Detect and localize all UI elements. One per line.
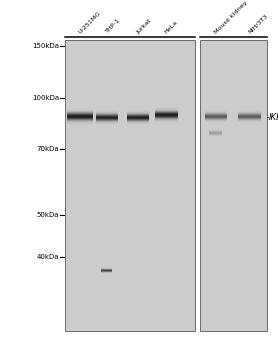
- Text: 100kDa: 100kDa: [32, 95, 59, 101]
- Text: 150kDa: 150kDa: [32, 42, 59, 49]
- Bar: [65, 40, 195, 331]
- Text: 40kDa: 40kDa: [36, 254, 59, 260]
- Text: 70kDa: 70kDa: [36, 146, 59, 152]
- Text: 50kDa: 50kDa: [36, 212, 59, 218]
- Text: U-251MG: U-251MG: [77, 10, 102, 35]
- Text: Jurkat: Jurkat: [136, 18, 152, 35]
- Bar: [200, 40, 267, 331]
- Text: Mouse kidney: Mouse kidney: [214, 0, 249, 35]
- Text: HeLa: HeLa: [164, 20, 179, 35]
- Text: THP-1: THP-1: [105, 18, 121, 35]
- Text: NIH/3T3: NIH/3T3: [247, 13, 269, 35]
- Text: IKKα: IKKα: [269, 113, 278, 122]
